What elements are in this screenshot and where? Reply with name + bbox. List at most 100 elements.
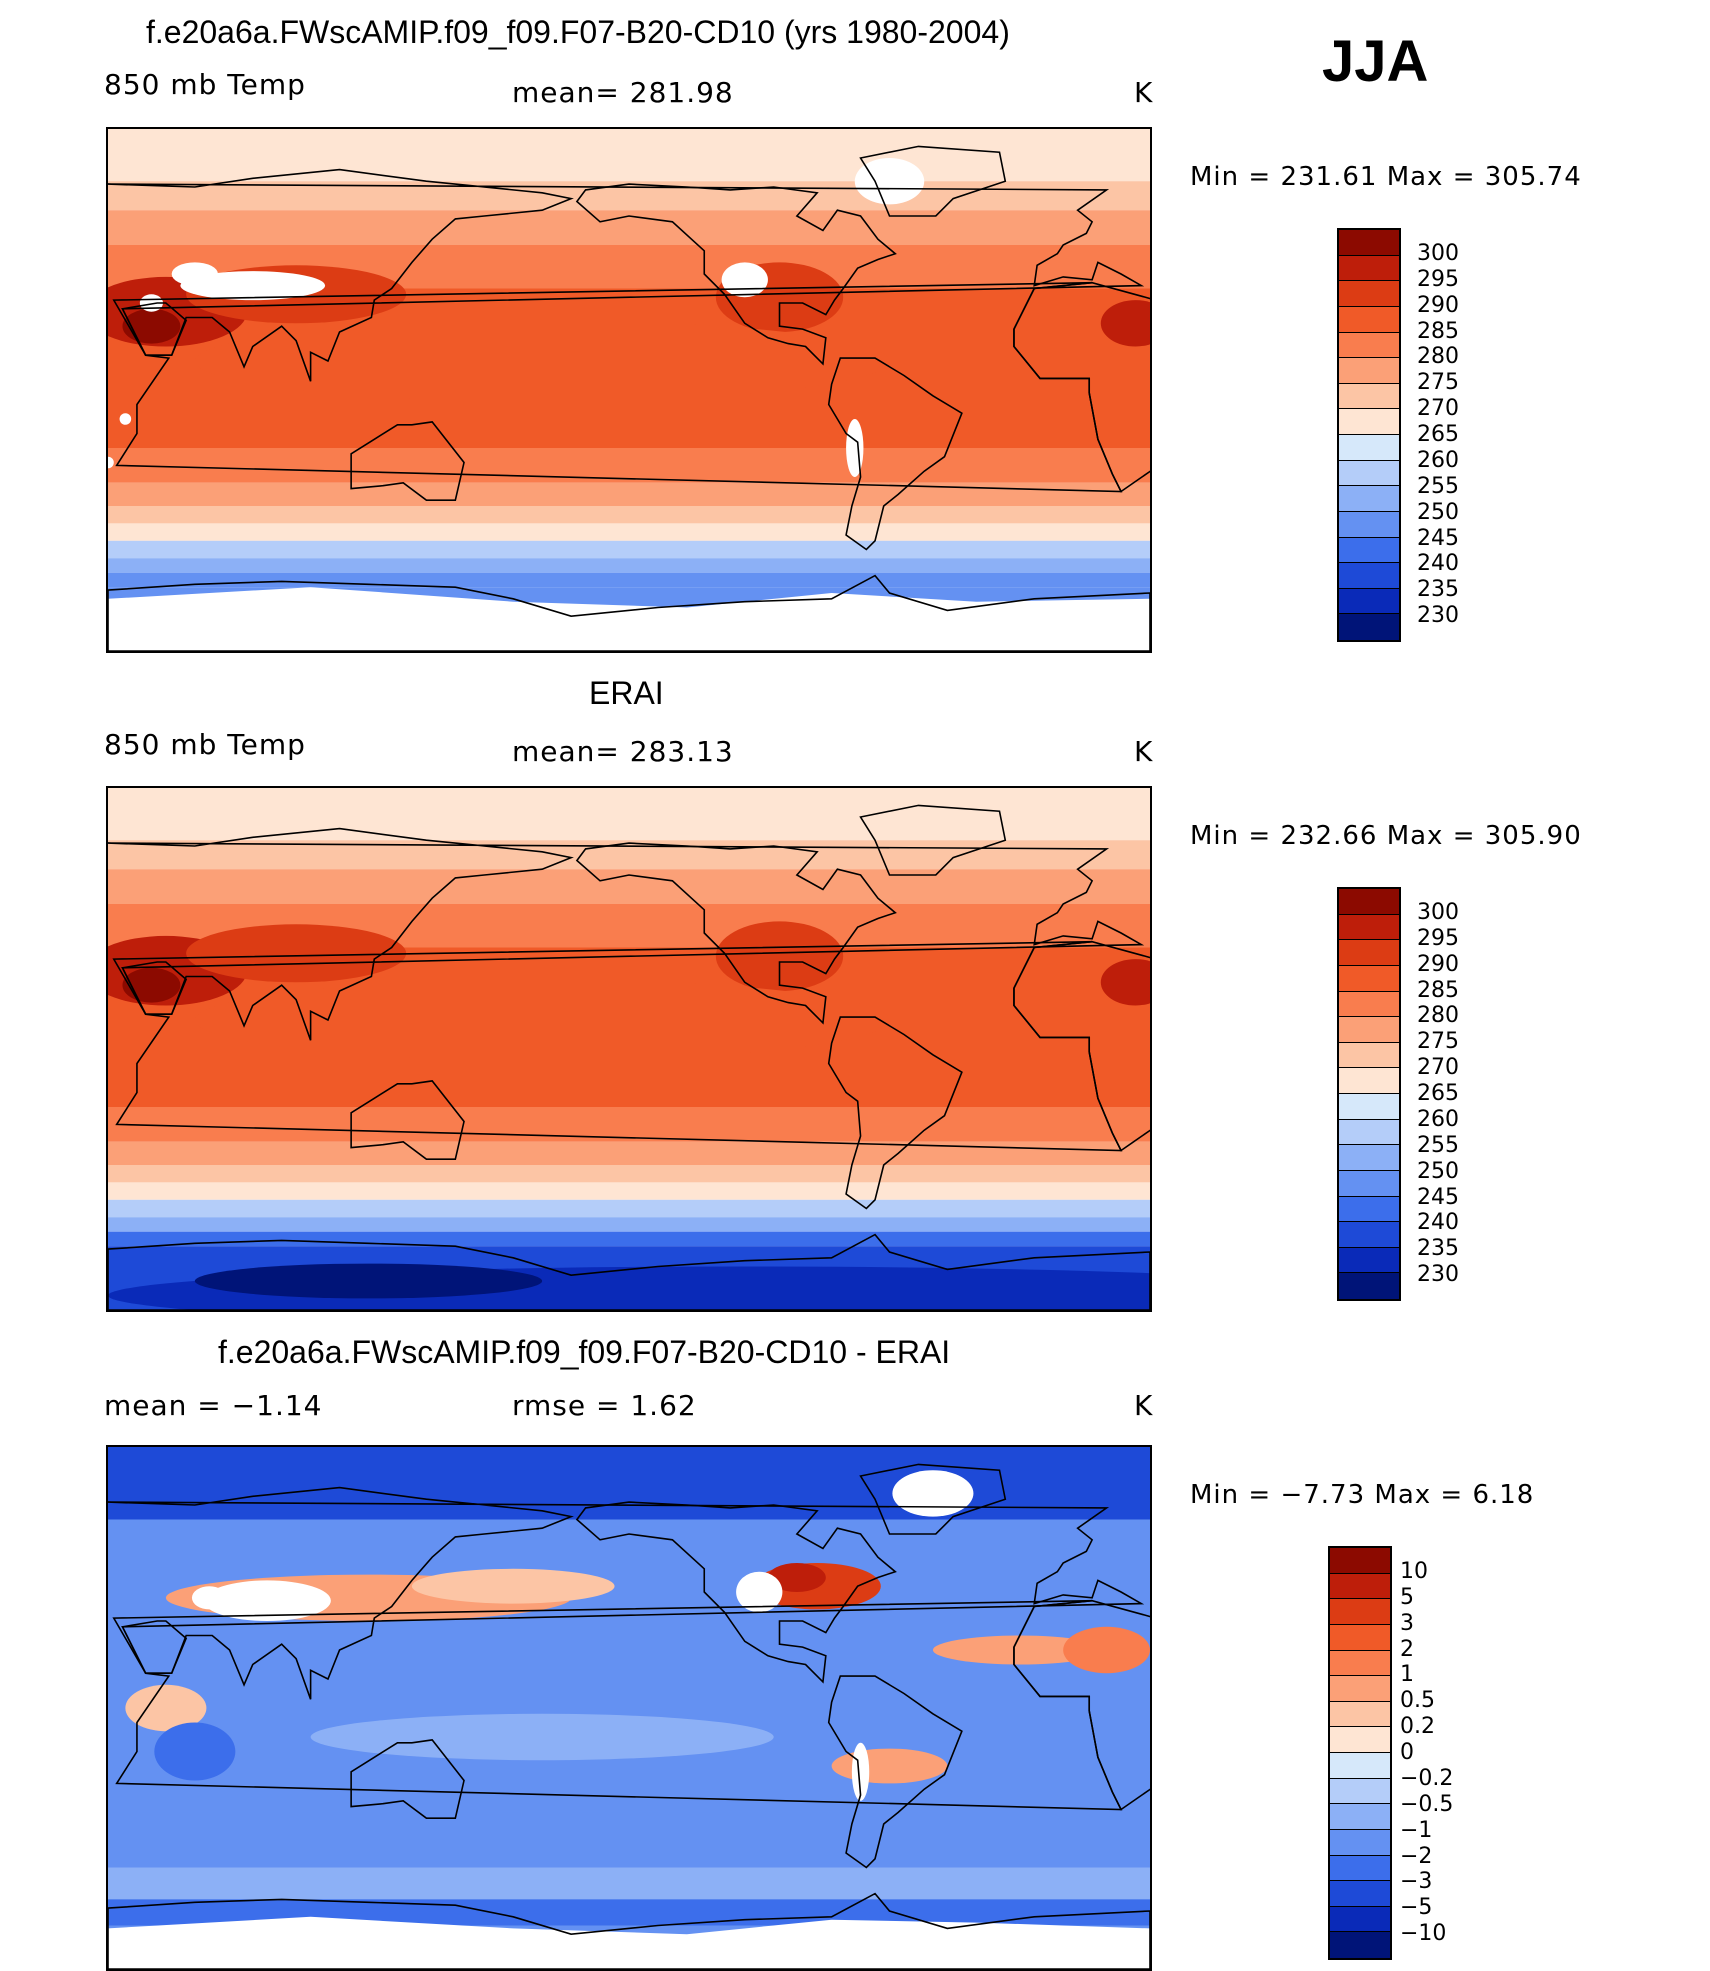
colorbar-segment bbox=[1339, 306, 1399, 333]
colorbar-segment bbox=[1330, 1804, 1390, 1830]
season-label: JJA bbox=[1322, 29, 1429, 94]
colorbar-segment bbox=[1339, 1273, 1399, 1299]
masked-region bbox=[736, 1571, 783, 1613]
temperature-band bbox=[108, 558, 1150, 573]
temperature-band bbox=[108, 540, 1150, 559]
panel-3-map bbox=[106, 1445, 1152, 1971]
coastline bbox=[859, 145, 1007, 217]
colorbar-tick-label: 235 bbox=[1417, 577, 1459, 603]
colorbar-segment bbox=[1339, 1068, 1399, 1094]
warm-region bbox=[194, 979, 890, 1061]
colorbar-segment bbox=[1339, 965, 1399, 992]
colorbar-tick-label: 265 bbox=[1417, 1081, 1459, 1106]
temperature-band bbox=[108, 1231, 1150, 1247]
temperature-band bbox=[108, 523, 1150, 541]
panel-1-min-max: Min = 231.61 Max = 305.74 bbox=[1190, 162, 1582, 192]
warm-region bbox=[1100, 300, 1150, 347]
colorbar-tick-label: 10 bbox=[1400, 1558, 1428, 1584]
colorbar-tick-label: 240 bbox=[1417, 551, 1459, 577]
colorbar-tick-label: 2 bbox=[1400, 1636, 1414, 1662]
panel-1-field bbox=[108, 129, 1150, 651]
coastline bbox=[1013, 940, 1150, 1152]
colorbar-tick-label: −2 bbox=[1400, 1843, 1433, 1869]
colorbar-tick-label: 0.5 bbox=[1400, 1688, 1435, 1714]
coastline bbox=[575, 1501, 897, 1684]
panel-1-variable-label: 850 mb Temp bbox=[104, 68, 306, 101]
colorbar-tick-label: 255 bbox=[1417, 1132, 1459, 1158]
colorbar-tick-label: 260 bbox=[1417, 447, 1459, 473]
panel-1-colorbar bbox=[1337, 228, 1401, 642]
colorbar-tick-label: −5 bbox=[1400, 1895, 1433, 1921]
colorbar-tick-label: −0.2 bbox=[1400, 1765, 1454, 1791]
colorbar-segment bbox=[1339, 409, 1399, 435]
colorbar-segment bbox=[1339, 914, 1399, 941]
masked-region bbox=[203, 1580, 331, 1621]
panel-2-map bbox=[106, 786, 1152, 1312]
difference-feature bbox=[932, 1635, 1107, 1665]
panel-2-field bbox=[108, 788, 1150, 1310]
temperature-band bbox=[108, 1107, 1150, 1142]
colorbar-tick-label: 230 bbox=[1417, 1262, 1459, 1288]
temperature-band bbox=[108, 129, 1150, 182]
colorbar-segment bbox=[1339, 940, 1399, 966]
warm-region bbox=[194, 320, 890, 402]
colorbar-tick-label: 265 bbox=[1417, 422, 1459, 447]
panel-3-units-label: K bbox=[1134, 1389, 1154, 1422]
colorbar-segment bbox=[1330, 1855, 1390, 1882]
coastline bbox=[827, 357, 963, 551]
colorbar-segment bbox=[1339, 991, 1399, 1018]
colorbar-segment bbox=[1339, 537, 1399, 564]
colorbar-tick-label: 290 bbox=[1417, 292, 1459, 318]
colorbar-segment bbox=[1339, 588, 1399, 615]
colorbar-tick-label: 0.2 bbox=[1400, 1714, 1435, 1740]
masked-region bbox=[854, 158, 925, 205]
colorbar-segment bbox=[1339, 1196, 1399, 1223]
difference-feature bbox=[411, 1568, 615, 1604]
panel-3-mean-label: mean = −1.14 bbox=[104, 1389, 323, 1422]
colorbar-tick-label: 235 bbox=[1417, 1236, 1459, 1262]
colorbar-tick-label: 295 bbox=[1417, 266, 1459, 292]
panel-2-mean-label: mean= 283.13 bbox=[512, 735, 734, 768]
colorbar-tick-label: −10 bbox=[1400, 1921, 1447, 1947]
colorbar-tick-label: 275 bbox=[1417, 1029, 1459, 1055]
masked-region bbox=[892, 1470, 974, 1517]
colorbar-tick-label: 5 bbox=[1400, 1584, 1414, 1610]
temperature-band bbox=[108, 482, 1150, 506]
coastline bbox=[1013, 281, 1150, 493]
masked-region bbox=[851, 1742, 870, 1801]
coastline bbox=[859, 804, 1007, 876]
coastline bbox=[827, 1016, 963, 1210]
masked-antarctica bbox=[108, 1916, 1150, 1969]
panel-1-units-label: K bbox=[1134, 76, 1154, 109]
colorbar-segment bbox=[1330, 1573, 1390, 1600]
colorbar-segment bbox=[1330, 1881, 1390, 1907]
colorbar-segment bbox=[1339, 511, 1399, 538]
difference-feature bbox=[767, 1563, 826, 1592]
colorbar-segment bbox=[1330, 1753, 1390, 1779]
cold-region bbox=[194, 1263, 543, 1299]
colorbar-segment bbox=[1339, 1222, 1399, 1248]
colorbar-segment bbox=[1339, 383, 1399, 410]
temperature-band bbox=[108, 506, 1150, 524]
warm-region bbox=[186, 924, 407, 983]
colorbar-segment bbox=[1339, 1247, 1399, 1274]
colorbar-segment bbox=[1330, 1599, 1390, 1625]
difference-band bbox=[108, 1447, 1150, 1520]
temperature-band bbox=[108, 448, 1150, 483]
colorbar-segment bbox=[1339, 486, 1399, 512]
temperature-band bbox=[108, 1165, 1150, 1183]
coastline bbox=[350, 421, 465, 502]
panel-2-units-label: K bbox=[1134, 735, 1154, 768]
colorbar-tick-label: 270 bbox=[1417, 396, 1459, 422]
panel-2-min-max: Min = 232.66 Max = 305.90 bbox=[1190, 821, 1582, 851]
colorbar-tick-label: 285 bbox=[1417, 318, 1459, 344]
masked-region bbox=[180, 271, 326, 301]
warm-region bbox=[122, 308, 181, 344]
coastline bbox=[108, 1233, 1150, 1310]
colorbar-segment bbox=[1339, 1170, 1399, 1197]
colorbar-segment bbox=[1339, 563, 1399, 589]
colorbar-tick-label: 295 bbox=[1417, 925, 1459, 951]
coastline bbox=[575, 183, 897, 366]
temperature-band bbox=[108, 788, 1150, 841]
coastline bbox=[350, 1739, 465, 1820]
